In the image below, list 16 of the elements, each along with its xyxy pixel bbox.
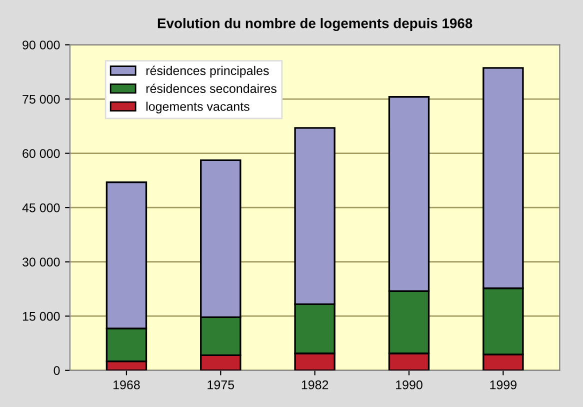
- x-tick-label: 1968: [114, 380, 140, 390]
- y-tick-label: 75 000: [22, 94, 60, 104]
- legend-label: résidences principales: [146, 66, 269, 78]
- y-tick-label: 90 000: [22, 40, 60, 50]
- y-tick-label: 45 000: [22, 203, 60, 212]
- x-tick-label: 1999: [490, 380, 516, 390]
- legend-label: résidences secondaires: [146, 84, 276, 94]
- x-tick-label: 1975: [208, 380, 234, 390]
- y-tick-label: 15 000: [22, 312, 60, 321]
- x-tick-label: 1982: [302, 380, 328, 390]
- y-tick-label: 30 000: [22, 258, 60, 266]
- y-tick-label: 0: [54, 366, 60, 376]
- chart-title: Evolution du nombre de logements depuis 1968: [158, 18, 472, 32]
- legend-label: logements vacants: [146, 102, 250, 114]
- y-tick-label: 60 000: [22, 149, 60, 158]
- x-tick-label: 1990: [396, 380, 422, 390]
